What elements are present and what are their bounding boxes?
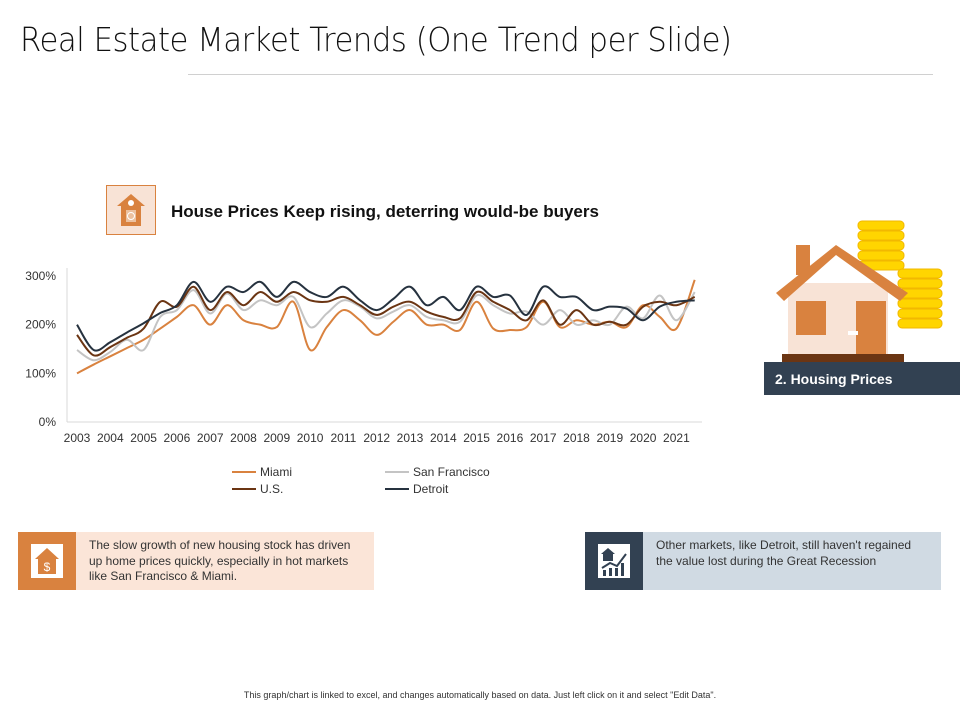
legend-label: San Francisco (413, 465, 490, 479)
x-tick-label: 2017 (530, 431, 557, 445)
x-tick-label: 2021 (663, 431, 690, 445)
x-tick-label: 2014 (430, 431, 457, 445)
x-tick-label: 2008 (230, 431, 257, 445)
house-price-icon (106, 185, 156, 235)
footer-note: This graph/chart is linked to excel, and… (243, 690, 717, 700)
x-tick-label: 2019 (596, 431, 623, 445)
x-tick-label: 2011 (330, 431, 356, 445)
legend-label: U.S. (260, 482, 283, 496)
svg-text:$: $ (44, 560, 51, 574)
y-tick-label: 200% (25, 318, 56, 332)
callout-text: Other markets, like Detroit, still haven… (656, 538, 912, 568)
series-line-san-francisco (76, 289, 696, 362)
legend-label: Miami (260, 465, 292, 479)
x-tick-label: 2006 (164, 431, 191, 445)
y-tick-label: 0% (39, 415, 57, 429)
x-tick-label: 2009 (263, 431, 290, 445)
line-chart: 0% 100% 200% 300% 2003 2004 2005 2006 2007 2008 20… (25, 268, 702, 496)
y-tick-label: 300% (25, 269, 56, 283)
x-tick-label: 2015 (463, 431, 490, 445)
x-tick-label: 2007 (197, 431, 224, 445)
x-tick-label: 2018 (563, 431, 590, 445)
x-tick-label: 2004 (97, 431, 124, 445)
page-title: Real Estate Market Trends (One Trend per… (20, 20, 732, 59)
x-tick-label: 2005 (130, 431, 157, 445)
y-tick-label: 100% (25, 366, 56, 380)
x-tick-label: 2013 (397, 431, 424, 445)
x-tick-label: 2010 (297, 431, 324, 445)
chart-subtitle: House Prices Keep rising, deterring woul… (171, 202, 599, 221)
callout-text: The slow growth of new housing stock has… (89, 538, 351, 583)
x-tick-label: 2016 (497, 431, 524, 445)
section-label: 2. Housing Prices (764, 362, 960, 395)
title-divider (188, 74, 933, 75)
house-growth-chart-icon (585, 532, 643, 590)
series-line-miami (76, 279, 696, 375)
x-tick-label: 2003 (64, 431, 91, 445)
x-tick-label: 2012 (363, 431, 390, 445)
house-dollar-icon: $ (18, 532, 76, 590)
series-line-detroit (76, 280, 695, 352)
callout-detroit: Other markets, like Detroit, still haven… (585, 532, 941, 590)
series-line-u-s- (76, 285, 696, 357)
callout-housing-stock: $ The slow growth of new housing stock h… (18, 532, 374, 590)
legend-label: Detroit (413, 482, 449, 496)
x-tick-label: 2020 (630, 431, 657, 445)
house-coins-illustration (772, 215, 947, 370)
